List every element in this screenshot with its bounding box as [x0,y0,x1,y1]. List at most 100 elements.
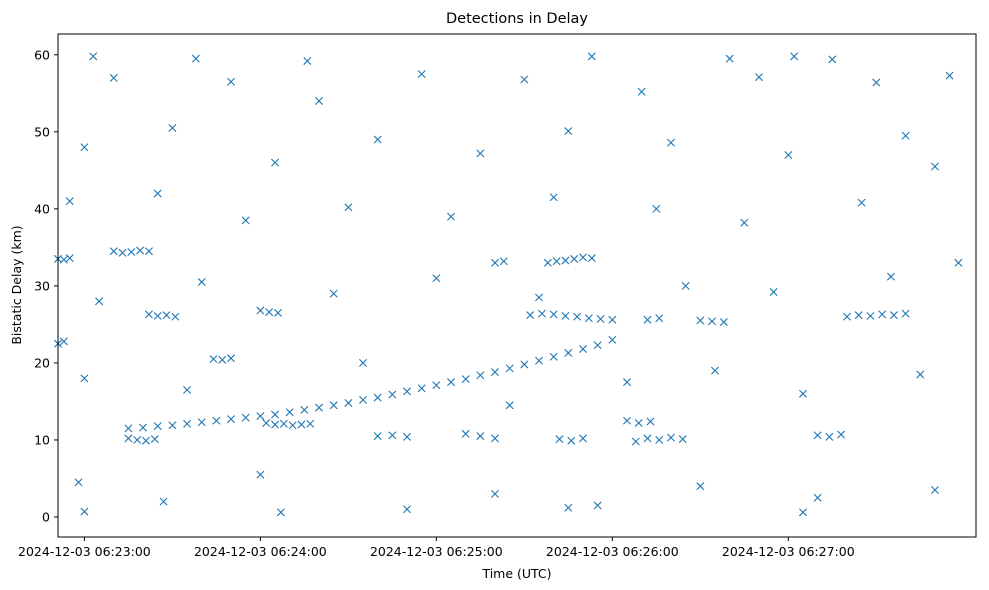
data-point-73 [537,309,546,318]
data-point-69 [491,434,499,443]
data-point-4 [183,419,192,428]
y-tick-label-0: 0 [42,509,50,524]
data-point-138 [344,203,353,212]
data-point-38 [59,337,68,346]
data-point-173 [945,71,954,80]
data-point-124 [754,73,763,82]
data-point-128 [271,158,280,167]
plot-area-frame [57,33,977,538]
x-axis: 2024-12-03 06:23:00 2024-12-03 06:24:00 20… [18,537,855,559]
data-point-170 [276,508,285,517]
data-point-129 [373,135,382,144]
data-point-62 [297,420,306,429]
data-point-29 [549,352,558,361]
data-point-26 [505,364,514,373]
data-point-45 [153,311,162,320]
data-point-57 [273,308,282,317]
data-point-133 [784,150,793,159]
data-point-39 [109,247,118,256]
data-point-33 [608,335,617,344]
data-point-16 [359,395,368,404]
data-point-28 [535,356,543,365]
data-point-154 [359,358,368,367]
data-point-22 [447,378,455,387]
data-point-130 [476,149,485,158]
data-point-43 [144,247,153,256]
data-point-161 [159,497,168,506]
data-point-77 [584,314,593,323]
data-point-121 [417,70,426,79]
data-point-151 [886,272,895,281]
data-point-137 [241,216,250,225]
data-point-83 [570,254,579,263]
x-tick-label-4: 2024-12-03 06:27:00 [722,544,855,559]
data-point-36 [65,254,74,263]
data-point-117 [828,55,837,64]
data-point-64 [373,432,382,441]
data-point-88 [579,434,587,443]
data-point-163 [403,505,412,514]
data-point-20 [417,384,426,393]
data-point-146 [329,289,338,298]
y-axis: 0 10 20 30 40 50 60 [34,47,58,524]
data-point-126 [80,143,89,152]
x-tick-label-1: 2024-12-03 06:24:00 [194,544,327,559]
data-point-44 [144,310,153,319]
data-point-27 [520,360,529,369]
data-point-42 [136,246,145,255]
data-point-11 [285,408,294,417]
data-point-89 [622,416,631,425]
data-point-74 [549,310,558,319]
data-point-106 [889,311,898,320]
data-point-40 [118,248,127,257]
data-point-100 [708,317,717,326]
data-point-166 [696,482,705,491]
y-tick-label-6: 60 [34,47,50,62]
data-point-144 [95,297,104,306]
data-point-132 [666,138,675,147]
data-point-17 [373,393,382,402]
data-point-79 [608,315,617,324]
data-point-56 [265,308,274,317]
data-point-82 [561,256,570,265]
data-point-0 [124,424,133,433]
data-point-60 [279,419,288,428]
data-point-127 [168,123,177,132]
data-point-51 [150,435,159,444]
data-point-119 [227,77,236,86]
data-point-8 [241,413,250,422]
y-tick-label-2: 20 [34,355,50,370]
chart-title: Detections in Delay [446,11,588,27]
data-point-84 [579,253,587,262]
data-point-160 [74,478,83,487]
data-point-145 [197,278,206,287]
data-point-50 [141,436,150,445]
data-point-90 [634,419,643,427]
data-point-61 [288,421,297,430]
data-point-41 [127,248,136,256]
data-point-25 [491,368,499,377]
data-point-32 [593,341,602,350]
data-point-143 [857,198,866,207]
data-point-110 [837,430,846,439]
data-markers [54,52,963,517]
data-point-68 [476,432,485,441]
data-point-58 [262,419,271,427]
data-point-76 [573,312,582,321]
data-point-157 [710,366,719,375]
data-point-96 [678,435,687,444]
data-point-24 [476,371,485,380]
x-tick-label-2: 2024-12-03 06:25:00 [370,544,503,559]
data-point-172 [798,508,807,517]
data-point-135 [65,197,74,206]
data-point-63 [306,419,315,428]
data-point-120 [315,97,324,106]
data-point-94 [655,435,664,444]
data-point-103 [854,311,863,320]
data-point-164 [491,489,499,498]
data-point-21 [432,381,441,390]
data-point-139 [447,212,455,221]
data-point-92 [631,437,640,446]
data-point-18 [388,390,397,399]
